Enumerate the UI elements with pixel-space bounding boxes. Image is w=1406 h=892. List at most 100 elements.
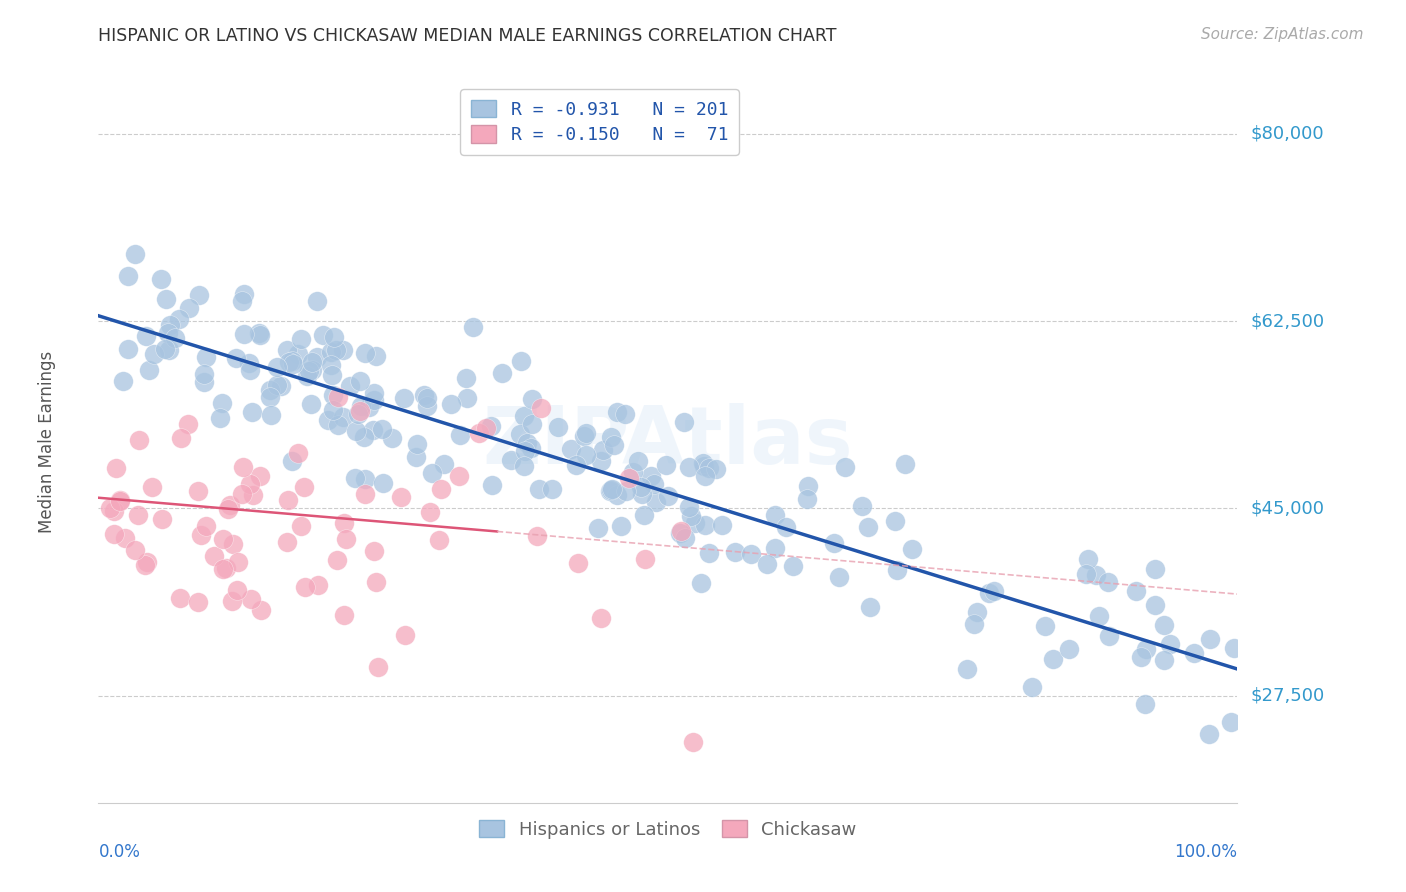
Point bbox=[163, 331, 186, 345]
Point bbox=[108, 492, 131, 507]
Point bbox=[231, 293, 253, 308]
Point bbox=[156, 326, 179, 340]
Point bbox=[983, 583, 1005, 598]
Point bbox=[575, 448, 598, 462]
Point bbox=[149, 272, 172, 286]
Point bbox=[461, 320, 484, 334]
Point bbox=[567, 557, 589, 571]
Point bbox=[679, 508, 702, 523]
Point bbox=[440, 396, 463, 410]
Point bbox=[323, 330, 346, 344]
Point bbox=[190, 527, 212, 541]
Point bbox=[520, 392, 543, 406]
Point bbox=[211, 396, 233, 410]
Point bbox=[281, 354, 304, 368]
Point bbox=[188, 288, 211, 302]
Point bbox=[240, 404, 263, 418]
Point bbox=[591, 610, 613, 624]
Point bbox=[823, 536, 845, 550]
Point bbox=[221, 593, 243, 607]
Point bbox=[530, 401, 553, 415]
Point bbox=[427, 533, 450, 547]
Point bbox=[225, 351, 247, 366]
Point bbox=[851, 499, 873, 513]
Point bbox=[219, 498, 242, 512]
Point bbox=[627, 454, 650, 468]
Point bbox=[547, 420, 569, 434]
Point bbox=[307, 578, 329, 592]
Point bbox=[956, 662, 979, 676]
Point bbox=[657, 489, 679, 503]
Point bbox=[292, 480, 315, 494]
Legend: Hispanics or Latinos, Chickasaw: Hispanics or Latinos, Chickasaw bbox=[470, 811, 866, 848]
Point bbox=[169, 591, 191, 606]
Point bbox=[217, 502, 239, 516]
Point bbox=[357, 400, 380, 414]
Point bbox=[332, 608, 354, 623]
Point bbox=[673, 415, 696, 429]
Point bbox=[138, 362, 160, 376]
Point bbox=[343, 471, 366, 485]
Point bbox=[363, 544, 385, 558]
Point bbox=[631, 486, 654, 500]
Point bbox=[247, 326, 270, 341]
Point bbox=[775, 520, 797, 534]
Point bbox=[335, 532, 357, 546]
Point bbox=[519, 441, 541, 455]
Point bbox=[526, 529, 548, 543]
Text: Source: ZipAtlas.com: Source: ZipAtlas.com bbox=[1201, 27, 1364, 42]
Point bbox=[232, 287, 254, 301]
Point bbox=[260, 408, 283, 422]
Text: Median Male Earnings: Median Male Earnings bbox=[38, 351, 56, 533]
Point bbox=[692, 456, 714, 470]
Point bbox=[266, 359, 288, 374]
Point bbox=[541, 482, 564, 496]
Point bbox=[1021, 681, 1043, 695]
Point bbox=[370, 422, 392, 436]
Point bbox=[599, 484, 621, 499]
Point bbox=[510, 354, 533, 368]
Point bbox=[361, 423, 384, 437]
Point bbox=[155, 292, 177, 306]
Point bbox=[509, 426, 531, 441]
Point bbox=[1097, 574, 1119, 589]
Point bbox=[363, 386, 385, 401]
Point bbox=[602, 438, 624, 452]
Point bbox=[193, 367, 215, 381]
Point bbox=[901, 541, 924, 556]
Point bbox=[266, 378, 288, 392]
Point bbox=[127, 508, 149, 523]
Point bbox=[704, 462, 727, 476]
Point bbox=[432, 457, 454, 471]
Point bbox=[176, 417, 198, 432]
Point bbox=[412, 388, 434, 402]
Point bbox=[1198, 632, 1220, 647]
Point bbox=[242, 488, 264, 502]
Point bbox=[194, 519, 217, 533]
Point bbox=[1135, 698, 1157, 712]
Point bbox=[693, 459, 716, 474]
Point bbox=[187, 595, 209, 609]
Point bbox=[249, 469, 271, 483]
Point bbox=[353, 430, 375, 444]
Point bbox=[481, 478, 503, 492]
Point bbox=[600, 482, 623, 496]
Point bbox=[135, 555, 157, 569]
Point bbox=[1077, 551, 1099, 566]
Point bbox=[238, 356, 260, 370]
Point bbox=[124, 542, 146, 557]
Point bbox=[1198, 726, 1220, 740]
Point bbox=[697, 461, 720, 475]
Point bbox=[456, 391, 478, 405]
Point bbox=[321, 368, 343, 383]
Point bbox=[326, 418, 349, 433]
Point bbox=[479, 419, 502, 434]
Point bbox=[858, 520, 880, 534]
Point bbox=[208, 410, 231, 425]
Point bbox=[468, 426, 491, 441]
Point bbox=[349, 374, 371, 388]
Point bbox=[586, 521, 609, 535]
Point bbox=[135, 329, 157, 343]
Point bbox=[574, 429, 596, 443]
Text: $27,500: $27,500 bbox=[1251, 687, 1326, 705]
